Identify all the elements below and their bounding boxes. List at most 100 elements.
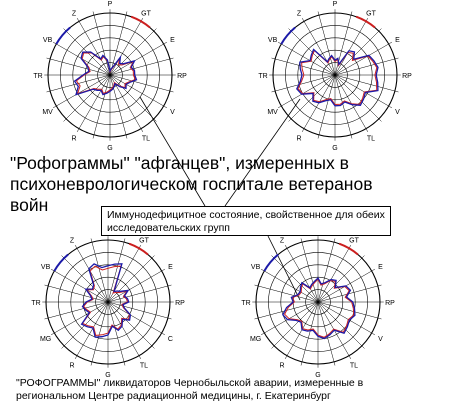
- axis-label: TL: [350, 362, 358, 369]
- grid-spoke: [52, 74, 111, 109]
- axis-label: R: [69, 362, 74, 369]
- grid-spoke: [317, 284, 382, 303]
- axis-label: MG: [250, 336, 261, 343]
- rofogram-afghan-2: P GT E RP V TL G R MV TR VB Z: [258, 1, 412, 152]
- axis-label: TR: [33, 73, 42, 80]
- grid-spoke: [317, 244, 352, 303]
- grid-spoke: [300, 301, 319, 366]
- axis-label: GT: [366, 11, 376, 18]
- axis-label: P: [333, 1, 338, 8]
- outer-arc-mark: [355, 15, 376, 29]
- rofogram-liquidator-1: PGTERPCTLGRMGTRVBZ: [31, 228, 185, 379]
- axis-label: V: [170, 109, 175, 116]
- caption: "РОФОГРАММЫ" ликвидаторов Чернобыльской …: [16, 377, 446, 403]
- axis-label: GT: [139, 238, 149, 245]
- grid-spoke: [334, 74, 399, 93]
- axis-label: G: [332, 145, 337, 152]
- axis-label: G: [107, 145, 112, 152]
- grid-spoke: [109, 74, 168, 109]
- axis-label: Z: [297, 11, 302, 18]
- grid-spoke: [271, 255, 319, 303]
- axis-label: VB: [41, 264, 51, 271]
- axis-label: TL: [142, 135, 150, 142]
- axis-label: R: [279, 362, 284, 369]
- axis-label: E: [170, 37, 175, 44]
- outer-arc-mark: [263, 253, 279, 272]
- callout-line-1: Иммунодефицитное состояние, свойственное…: [107, 209, 385, 221]
- grid-spoke: [76, 74, 111, 133]
- axis-label: TR: [31, 300, 40, 307]
- grid-spoke: [107, 284, 172, 303]
- grid-spoke: [334, 74, 353, 139]
- grid-spoke: [44, 284, 109, 303]
- grid-spoke: [317, 301, 365, 349]
- heading-line-1: "Рофограммы" "афганцев", измеренных в: [10, 153, 349, 173]
- axis-label: R: [71, 135, 76, 142]
- grid-spoke: [334, 74, 382, 122]
- axis-label: TL: [140, 362, 148, 369]
- axis-label: Z: [280, 238, 285, 245]
- grid-spoke: [109, 74, 174, 93]
- grid-spoke: [109, 17, 144, 76]
- grid-spoke: [92, 74, 111, 139]
- grid-spoke: [317, 301, 376, 336]
- axis-label: RP: [177, 73, 187, 80]
- grid-spoke: [109, 74, 128, 139]
- axis-label: MV: [42, 109, 53, 116]
- grid-spoke: [109, 41, 168, 76]
- axis-label: MG: [40, 336, 51, 343]
- grid-spoke: [107, 238, 126, 303]
- outer-arc-mark: [55, 26, 71, 45]
- grid-spoke: [317, 255, 365, 303]
- grid-spoke: [317, 11, 336, 76]
- grid-spoke: [334, 11, 353, 76]
- grid-spoke: [63, 74, 111, 122]
- grid-spoke: [107, 268, 166, 303]
- axis-label: VB: [268, 37, 278, 44]
- grid-spoke: [107, 301, 172, 320]
- axis-label: GT: [349, 238, 359, 245]
- grid-spoke: [107, 301, 155, 349]
- trace-line: [80, 263, 132, 338]
- grid-spoke: [107, 255, 155, 303]
- axis-label: VB: [43, 37, 53, 44]
- grid-spoke: [50, 301, 109, 336]
- caption-line-2: региональном Центре радиационной медицин…: [16, 390, 331, 402]
- axis-label: E: [395, 37, 400, 44]
- axis-label: GT: [141, 11, 151, 18]
- grid-spoke: [317, 301, 336, 366]
- axis-label: Z: [72, 11, 77, 18]
- grid-spoke: [90, 238, 109, 303]
- grid-spoke: [107, 301, 126, 366]
- grid-spoke: [260, 268, 319, 303]
- grid-spoke: [288, 74, 336, 122]
- axis-label: G: [105, 372, 110, 379]
- grid-spoke: [284, 244, 319, 303]
- grid-spoke: [334, 28, 382, 76]
- grid-spoke: [74, 244, 109, 303]
- axis-label: MV: [267, 109, 278, 116]
- grid-spoke: [107, 301, 166, 336]
- rofogram-afghan-1: P GT E RP V TL G R MV TR VB Z: [33, 1, 187, 152]
- grid-spoke: [334, 74, 393, 109]
- grid-spoke: [334, 57, 399, 76]
- grid-spoke: [271, 74, 336, 93]
- grid-spoke: [317, 301, 382, 320]
- grid-spoke: [271, 301, 319, 349]
- grid-spoke: [277, 41, 336, 76]
- axis-label: R: [296, 135, 301, 142]
- outer-arc-mark: [280, 26, 296, 45]
- axis-label: TR: [241, 300, 250, 307]
- grid-spoke: [271, 57, 336, 76]
- grid-spoke: [284, 301, 319, 360]
- callout-line-2: исследовательских групп: [107, 221, 230, 234]
- axis-label: TL: [367, 135, 375, 142]
- axis-label: Z: [70, 238, 75, 245]
- outer-arc-mark: [128, 242, 149, 256]
- grid-spoke: [254, 284, 319, 303]
- outer-arc-mark: [338, 242, 359, 256]
- axis-label: C: [168, 336, 173, 343]
- callout-box: Иммунодефицитное состояние, свойственное…: [101, 206, 391, 236]
- grid-spoke: [61, 255, 109, 303]
